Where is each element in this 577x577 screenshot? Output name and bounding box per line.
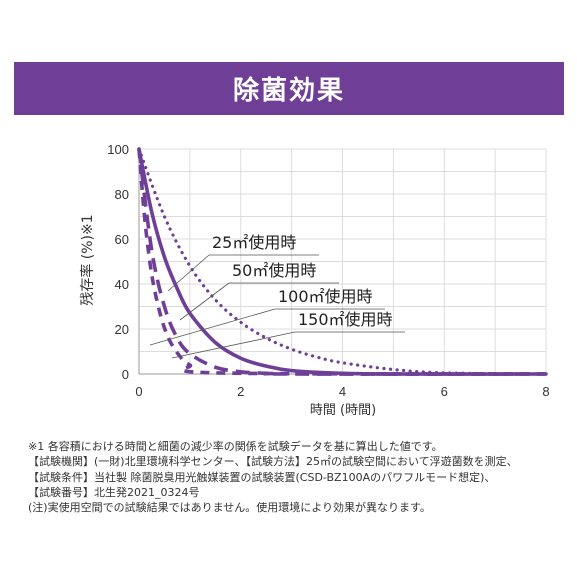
y-tick-label: 80 — [115, 187, 129, 202]
footnote-5: (注)実使用空間での試験結果ではありません。使用環境により効果が異なります。 — [28, 501, 431, 515]
annotation-label: 50㎡使用時 — [232, 261, 316, 280]
annotation-leader-line — [167, 254, 210, 292]
grid — [138, 148, 547, 375]
x-tick-label: 4 — [339, 384, 346, 399]
annotation-label: 100㎡使用時 — [278, 287, 373, 306]
footnote-2: 【試験機関】(一財)北里環境科学センター、【試験方法】25㎡の試験空間において浮… — [28, 455, 518, 469]
y-tick-label: 0 — [122, 367, 129, 382]
footnote-3: 【試験条件】当社製 除菌脱臭用光触媒装置の試験装置(CSD-BZ100Aのパワフ… — [28, 470, 496, 484]
series-lines — [137, 147, 548, 376]
y-tick-label: 20 — [115, 322, 129, 337]
title-banner: 除菌効果 — [14, 62, 564, 115]
x-tick-label: 8 — [542, 384, 549, 399]
chart-title: 除菌効果 — [232, 76, 345, 106]
y-tick-label: 100 — [107, 142, 129, 157]
x-tick-label: 6 — [441, 384, 448, 399]
annotation-label: 25㎡使用時 — [212, 233, 296, 252]
x-tick-label: 2 — [237, 384, 244, 399]
footnote-1: ※1 各容積における時間と細菌の減少率の関係を試験データを基に算出した値です。 — [28, 440, 443, 453]
footnote-4: 【試験番号】北生発2021_0324号 — [28, 485, 200, 499]
annotation-label: 150㎡使用時 — [298, 310, 393, 329]
x-axis-label: 時間 (時間) — [310, 403, 376, 418]
x-tick-label: 0 — [135, 384, 142, 399]
series-line — [137, 147, 548, 376]
annotation-leader-line — [171, 331, 296, 359]
footnotes: ※1 各容積における時間と細菌の減少率の関係を試験データを基に算出した値です。 … — [28, 439, 568, 515]
annotation-leader-line — [179, 282, 230, 321]
y-axis-label: 残存率 (%)※1 — [79, 214, 96, 305]
series-line — [137, 148, 547, 376]
y-tick-label: 40 — [115, 277, 129, 292]
annotations: 25㎡使用時 50㎡使用時 100㎡使用時 150㎡使用時 — [149, 233, 405, 359]
y-tick-label: 60 — [115, 232, 129, 247]
annotation-leader-line — [149, 308, 276, 346]
